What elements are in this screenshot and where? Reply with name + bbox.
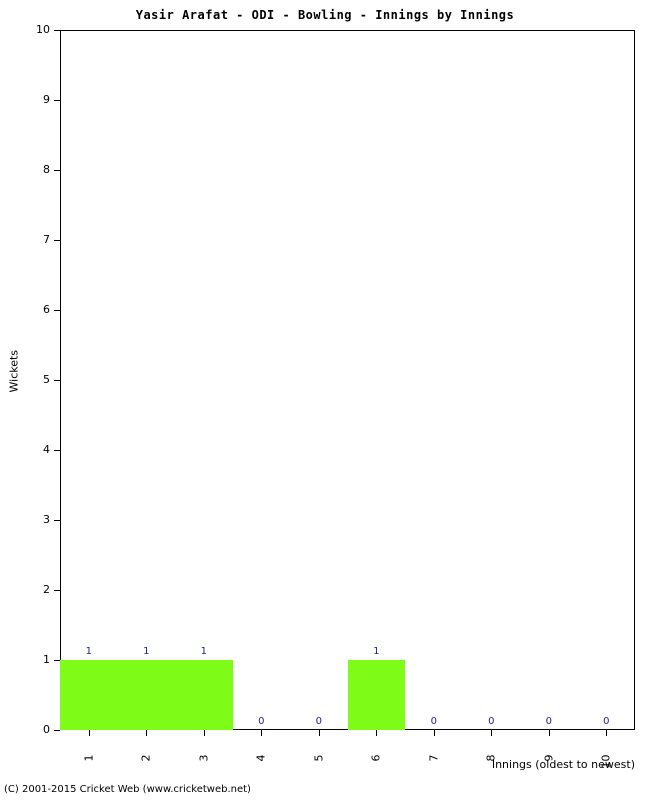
y-tick-mark xyxy=(54,590,60,591)
x-tick-mark xyxy=(89,730,90,736)
x-tick-mark xyxy=(319,730,320,736)
y-tick-label: 4 xyxy=(0,443,50,456)
bar xyxy=(60,660,118,730)
y-tick-mark xyxy=(54,520,60,521)
bar-value-label: 0 xyxy=(233,716,291,727)
x-tick-label: 1 xyxy=(82,755,95,795)
y-tick-label: 10 xyxy=(0,23,50,36)
x-tick-mark xyxy=(606,730,607,736)
bar-value-label: 0 xyxy=(463,716,521,727)
chart-container: Yasir Arafat - ODI - Bowling - Innings b… xyxy=(0,0,650,800)
y-tick-label: 3 xyxy=(0,513,50,526)
y-tick-mark xyxy=(54,450,60,451)
y-tick-label: 9 xyxy=(0,93,50,106)
bar xyxy=(348,660,406,730)
y-tick-label: 1 xyxy=(0,653,50,666)
y-tick-label: 7 xyxy=(0,233,50,246)
x-tick-label: 3 xyxy=(197,755,210,795)
x-tick-mark xyxy=(491,730,492,736)
x-tick-label: 9 xyxy=(542,755,555,795)
y-tick-label: 8 xyxy=(0,163,50,176)
y-tick-label: 2 xyxy=(0,583,50,596)
x-tick-mark xyxy=(146,730,147,736)
y-tick-mark xyxy=(54,30,60,31)
y-tick-mark xyxy=(54,240,60,241)
y-tick-mark xyxy=(54,310,60,311)
x-tick-mark xyxy=(376,730,377,736)
x-tick-label: 6 xyxy=(370,755,383,795)
bar xyxy=(118,660,176,730)
y-tick-label: 5 xyxy=(0,373,50,386)
y-tick-mark xyxy=(54,170,60,171)
bar-value-label: 0 xyxy=(405,716,463,727)
bar-value-label: 0 xyxy=(520,716,578,727)
bar-value-label: 1 xyxy=(175,646,233,657)
bar-value-label: 1 xyxy=(118,646,176,657)
x-tick-label: 2 xyxy=(140,755,153,795)
x-tick-mark xyxy=(204,730,205,736)
y-tick-label: 0 xyxy=(0,723,50,736)
bar-value-label: 0 xyxy=(290,716,348,727)
bar-value-label: 0 xyxy=(578,716,636,727)
x-tick-label: 8 xyxy=(485,755,498,795)
plot-area xyxy=(60,30,635,730)
x-tick-mark xyxy=(549,730,550,736)
bar-value-label: 1 xyxy=(60,646,118,657)
x-tick-mark xyxy=(434,730,435,736)
y-tick-mark xyxy=(54,730,60,731)
x-axis-label: Innings (oldest to newest) xyxy=(492,758,635,771)
y-tick-mark xyxy=(54,100,60,101)
x-tick-label: 4 xyxy=(255,755,268,795)
bar-value-label: 1 xyxy=(348,646,406,657)
bar xyxy=(175,660,233,730)
copyright-text: (C) 2001-2015 Cricket Web (www.cricketwe… xyxy=(4,784,251,795)
x-tick-label: 5 xyxy=(312,755,325,795)
x-tick-mark xyxy=(261,730,262,736)
x-tick-label: 7 xyxy=(427,755,440,795)
y-tick-label: 6 xyxy=(0,303,50,316)
chart-title: Yasir Arafat - ODI - Bowling - Innings b… xyxy=(0,8,650,22)
x-tick-label: 10 xyxy=(600,755,613,795)
y-tick-mark xyxy=(54,380,60,381)
